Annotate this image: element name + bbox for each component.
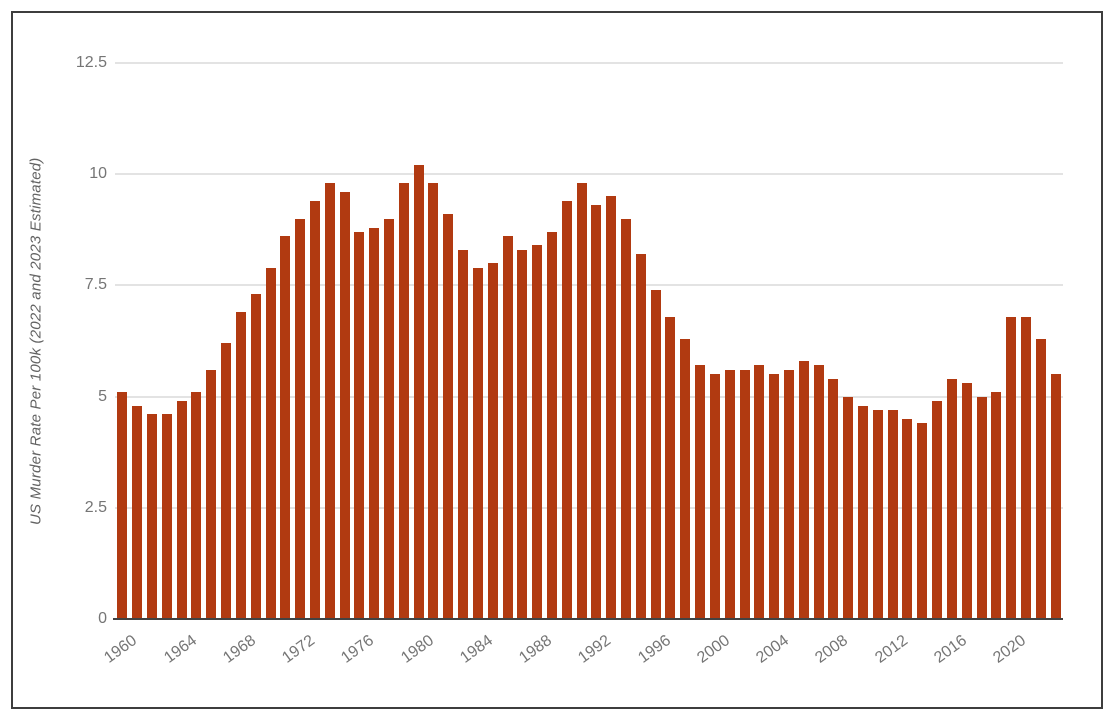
bar-1998 [680, 338, 691, 619]
x-tick-label-1988: 1988 [516, 632, 556, 667]
bar-1977 [369, 227, 380, 619]
y-tick-label-2.5: 2.5 [84, 498, 107, 516]
bar-2022 [1035, 338, 1046, 619]
bar-2014 [917, 423, 928, 619]
y-axis-ticks: 0 2.5 5 7.5 10 12.5 [0, 54, 107, 627]
bar-1967 [221, 343, 232, 619]
bar-1975 [339, 192, 350, 619]
bar-1986 [502, 236, 513, 619]
bar-1990 [561, 200, 572, 619]
bar-1984 [472, 267, 483, 619]
bar-1985 [487, 263, 498, 619]
y-tick-label-7.5: 7.5 [84, 276, 107, 294]
x-tick-label-1964: 1964 [160, 632, 200, 667]
x-tick-label-1984: 1984 [457, 632, 496, 667]
x-tick-label-2020: 2020 [990, 632, 1030, 667]
bar-1974 [324, 183, 335, 619]
x-tick-label-1980: 1980 [397, 632, 437, 667]
bars-container [115, 63, 1063, 619]
bar-1999 [695, 365, 706, 619]
y-tick-label-12.5: 12.5 [75, 54, 107, 71]
x-tick-label-1976: 1976 [338, 632, 378, 667]
bar-1960 [117, 392, 128, 619]
bar-1966 [206, 369, 217, 619]
bar-2010 [858, 405, 869, 619]
bar-1988 [532, 245, 543, 619]
bar-1980 [413, 165, 424, 619]
bar-1991 [576, 183, 587, 619]
bar-1972 [295, 218, 306, 619]
bar-2017 [961, 383, 972, 619]
bar-1978 [384, 218, 395, 619]
bar-2020 [1006, 316, 1017, 619]
bar-2009 [843, 396, 854, 619]
bar-2001 [724, 369, 735, 619]
bar-2005 [783, 369, 794, 619]
bar-1973 [309, 200, 320, 619]
bar-1976 [354, 232, 365, 619]
bar-1961 [132, 405, 143, 619]
bar-1987 [517, 249, 528, 619]
bar-1982 [443, 214, 454, 619]
gridline-5 [115, 395, 1063, 398]
bar-2018 [976, 396, 987, 619]
bar-2016 [946, 378, 957, 619]
bar-2019 [991, 392, 1002, 619]
bar-1997 [665, 316, 676, 619]
bar-1969 [250, 294, 261, 619]
bar-1992 [591, 205, 602, 619]
bar-2023 [1050, 374, 1061, 619]
x-tick-label-2004: 2004 [753, 632, 793, 667]
gridline-2.5 [115, 506, 1063, 509]
bar-1994 [621, 218, 632, 619]
gridline-10 [115, 173, 1063, 176]
bar-1971 [280, 236, 291, 619]
bar-2015 [932, 401, 943, 619]
x-axis-line [113, 618, 1063, 620]
gridline-12.5 [115, 62, 1063, 64]
bar-2004 [769, 374, 780, 619]
bar-1964 [176, 401, 187, 619]
bar-1968 [235, 312, 246, 619]
x-tick-label-1968: 1968 [220, 632, 259, 667]
bar-1963 [161, 414, 172, 619]
bar-1983 [458, 249, 469, 619]
gridline-7.5 [115, 284, 1063, 287]
bar-1981 [428, 183, 439, 619]
bar-1962 [147, 414, 158, 619]
bar-2011 [872, 409, 883, 619]
bar-2003 [754, 365, 765, 619]
bar-2000 [709, 374, 720, 619]
bar-1995 [635, 254, 646, 619]
x-tick-label-2016: 2016 [931, 632, 970, 667]
bar-2007 [813, 365, 824, 619]
bar-1965 [191, 392, 202, 619]
bar-1993 [606, 196, 617, 619]
x-tick-label-2008: 2008 [812, 632, 852, 667]
bar-1996 [650, 289, 661, 619]
bar-2002 [739, 369, 750, 619]
plot-area [113, 62, 1063, 620]
x-tick-label-1992: 1992 [575, 632, 615, 667]
bar-1970 [265, 267, 276, 619]
bar-2012 [887, 409, 898, 619]
x-tick-label-2012: 2012 [871, 632, 911, 667]
bar-2021 [1020, 316, 1031, 619]
x-axis-labels: 1960 1964 1968 1972 1976 1980 1984 1988 1992 1996… [102, 624, 1063, 694]
x-tick-label-1972: 1972 [279, 632, 319, 667]
x-tick-label-2000: 2000 [694, 632, 733, 667]
y-tick-label-5: 5 [98, 387, 107, 405]
y-tick-label-0: 0 [98, 610, 107, 627]
bar-2008 [828, 378, 839, 619]
bar-2013 [902, 418, 913, 619]
y-tick-label-10: 10 [89, 165, 107, 183]
bar-1979 [398, 183, 409, 619]
bar-2006 [798, 361, 809, 619]
bar-1989 [546, 232, 557, 619]
x-tick-label-1996: 1996 [634, 632, 674, 667]
